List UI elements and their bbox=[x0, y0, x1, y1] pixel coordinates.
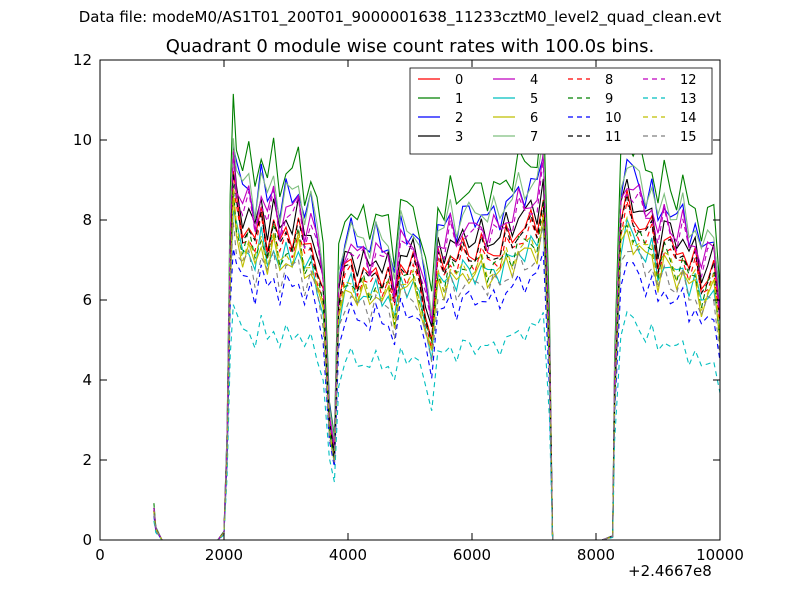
legend-label: 2 bbox=[455, 111, 463, 126]
legend-label: 0 bbox=[455, 73, 463, 88]
legend-label: 15 bbox=[680, 130, 697, 145]
y-tick-label: 12 bbox=[73, 51, 92, 69]
legend-label: 13 bbox=[680, 92, 697, 107]
series-line-15 bbox=[153, 221, 720, 540]
series-line-11 bbox=[153, 172, 720, 540]
data-file-suptitle: Data file: modeM0/AS1T01_200T01_90000016… bbox=[78, 8, 722, 26]
y-tick-label: 8 bbox=[82, 211, 92, 229]
series-line-7 bbox=[153, 138, 720, 540]
x-offset-label: +2.4667e8 bbox=[628, 562, 712, 580]
x-tick-label: 0 bbox=[95, 546, 105, 564]
series-line-10 bbox=[153, 248, 720, 540]
chart-title: Quadrant 0 module wise count rates with … bbox=[165, 36, 655, 57]
series-line-12 bbox=[153, 151, 720, 540]
y-tick-label: 0 bbox=[82, 531, 92, 549]
legend-label: 6 bbox=[530, 111, 538, 126]
legend-label: 14 bbox=[680, 111, 697, 126]
legend-label: 3 bbox=[455, 130, 463, 145]
x-tick-label: 10000 bbox=[696, 546, 744, 564]
series-line-8 bbox=[153, 188, 720, 540]
y-tick-label: 2 bbox=[82, 451, 92, 469]
series-lines bbox=[153, 93, 720, 540]
legend-label: 5 bbox=[530, 92, 538, 107]
legend-label: 7 bbox=[530, 130, 538, 145]
y-tick-label: 6 bbox=[82, 291, 92, 309]
legend-label: 1 bbox=[455, 92, 463, 107]
legend-label: 4 bbox=[530, 73, 538, 88]
series-line-14 bbox=[153, 188, 720, 540]
legend-label: 10 bbox=[605, 111, 622, 126]
x-tick-label: 4000 bbox=[329, 546, 367, 564]
x-tick-label: 8000 bbox=[577, 546, 615, 564]
legend-label: 9 bbox=[605, 92, 613, 107]
legend-box bbox=[409, 67, 713, 155]
legend-label: 8 bbox=[605, 73, 613, 88]
y-tick-label: 4 bbox=[82, 371, 92, 389]
y-tick-label: 10 bbox=[73, 131, 92, 149]
legend-label: 11 bbox=[605, 130, 622, 145]
series-line-0 bbox=[153, 170, 720, 540]
series-line-13 bbox=[153, 304, 720, 540]
x-tick-label: 2000 bbox=[205, 546, 243, 564]
x-tick-label: 6000 bbox=[453, 546, 491, 564]
legend-label: 12 bbox=[680, 73, 697, 88]
